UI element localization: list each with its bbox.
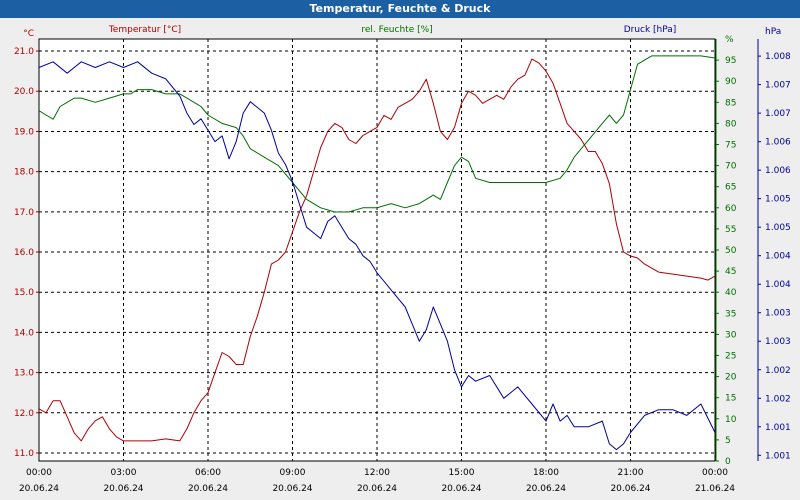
x-tick-label-time: 09:00: [280, 468, 306, 478]
humidity-tick-label: 95: [725, 56, 736, 66]
pressure-tick-label: 1.007: [765, 109, 791, 119]
x-tick-label-date: 20.06.24: [357, 484, 397, 494]
line-chart: 00:00 20.06.24 03:00 20.06.24 06:00 20.06.24 0…: [14, 25, 791, 494]
temperature-unit-label: °C: [23, 29, 34, 39]
temperature-tick-label: 20.0: [14, 87, 34, 97]
humidity-tick-label: 35: [725, 309, 736, 319]
temperature-tick-label: 13.0: [14, 369, 34, 379]
x-tick-label-date: 20.06.24: [441, 484, 481, 494]
pressure-tick-label: 1.002: [765, 366, 791, 376]
humidity-tick-label: 40: [725, 288, 737, 298]
x-tick-label-time: 03:00: [111, 468, 137, 478]
series-layer: [38, 55, 716, 451]
temperature-series-line: [38, 58, 716, 442]
humidity-tick-label: 10: [725, 415, 737, 425]
pressure-tick-label: 1.005: [765, 223, 791, 233]
x-tick-label-date: 20.06.24: [610, 484, 650, 494]
humidity-tick-label: 80: [725, 119, 737, 129]
humidity-tick-label: 90: [725, 77, 737, 87]
humidity-tick-label: 15: [725, 394, 736, 404]
temperature-tick-label: 21.0: [14, 47, 34, 57]
x-tick-label-date: 20.06.24: [19, 484, 59, 494]
temperature-tick-label: 12.0: [14, 409, 34, 419]
x-tick-label-time: 15:00: [449, 468, 475, 478]
humidity-legend-label: rel. Feuchte [%]: [361, 25, 432, 35]
chart-title: Temperatur, Feuchte & Druck: [0, 0, 800, 18]
temperature-tick-label: 16.0: [14, 248, 34, 258]
x-tick-label-date: 20.06.24: [526, 484, 566, 494]
humidity-tick-label: 55: [725, 225, 736, 235]
pressure-tick-label: 1.004: [765, 280, 791, 290]
axes-layer: 00:00 20.06.24 03:00 20.06.24 06:00 20.06.24 0…: [14, 25, 791, 494]
temperature-tick-label: 14.0: [14, 328, 34, 338]
pressure-tick-label: 1.006: [765, 166, 791, 176]
pressure-tick-label: 1.002: [765, 394, 791, 404]
x-tick-label-time: 00:00: [26, 468, 52, 478]
pressure-tick-label: 1.005: [765, 195, 791, 205]
temperature-tick-label: 19.0: [14, 127, 34, 137]
humidity-tick-label: 45: [725, 267, 736, 277]
pressure-tick-label: 1.007: [765, 81, 791, 91]
humidity-series-line: [38, 55, 716, 213]
humidity-tick-label: 60: [725, 204, 737, 214]
pressure-unit-label: hPa: [765, 27, 781, 37]
temperature-tick-label: 18.0: [14, 168, 34, 178]
humidity-tick-label: 85: [725, 98, 736, 108]
humidity-tick-label: 25: [725, 352, 736, 362]
pressure-tick-label: 1.001: [765, 451, 791, 461]
temperature-tick-label: 17.0: [14, 208, 34, 218]
humidity-tick-label: 20: [725, 373, 737, 383]
pressure-series-line: [38, 61, 716, 451]
x-tick-label-time: 00:00: [702, 468, 728, 478]
humidity-tick-label: 50: [725, 246, 737, 256]
temperature-tick-label: 11.0: [14, 449, 34, 459]
pressure-tick-label: 1.003: [765, 337, 791, 347]
humidity-tick-label: 65: [725, 183, 736, 193]
temperature-legend-label: Temperatur [°C]: [108, 25, 181, 35]
pressure-tick-label: 1.001: [765, 423, 791, 433]
x-tick-label-time: 18:00: [533, 468, 559, 478]
humidity-unit-label: %: [725, 35, 734, 45]
pressure-tick-label: 1.004: [765, 252, 791, 262]
x-tick-label-date: 21.06.24: [695, 484, 735, 494]
x-tick-label-time: 21:00: [618, 468, 644, 478]
pressure-tick-label: 1.008: [765, 52, 791, 62]
x-tick-label-time: 06:00: [195, 468, 221, 478]
humidity-tick-label: 0: [725, 457, 731, 467]
humidity-tick-label: 30: [725, 330, 737, 340]
x-tick-label-date: 20.06.24: [103, 484, 143, 494]
grid: [39, 39, 715, 461]
x-tick-label-time: 12:00: [364, 468, 390, 478]
x-tick-label-date: 20.06.24: [188, 484, 228, 494]
pressure-legend-label: Druck [hPa]: [624, 25, 677, 35]
x-tick-label-date: 20.06.24: [272, 484, 312, 494]
pressure-tick-label: 1.003: [765, 309, 791, 319]
humidity-tick-label: 75: [725, 141, 736, 151]
humidity-tick-label: 70: [725, 162, 737, 172]
temperature-tick-label: 15.0: [14, 288, 34, 298]
pressure-tick-label: 1.006: [765, 138, 791, 148]
humidity-tick-label: 5: [725, 436, 731, 446]
